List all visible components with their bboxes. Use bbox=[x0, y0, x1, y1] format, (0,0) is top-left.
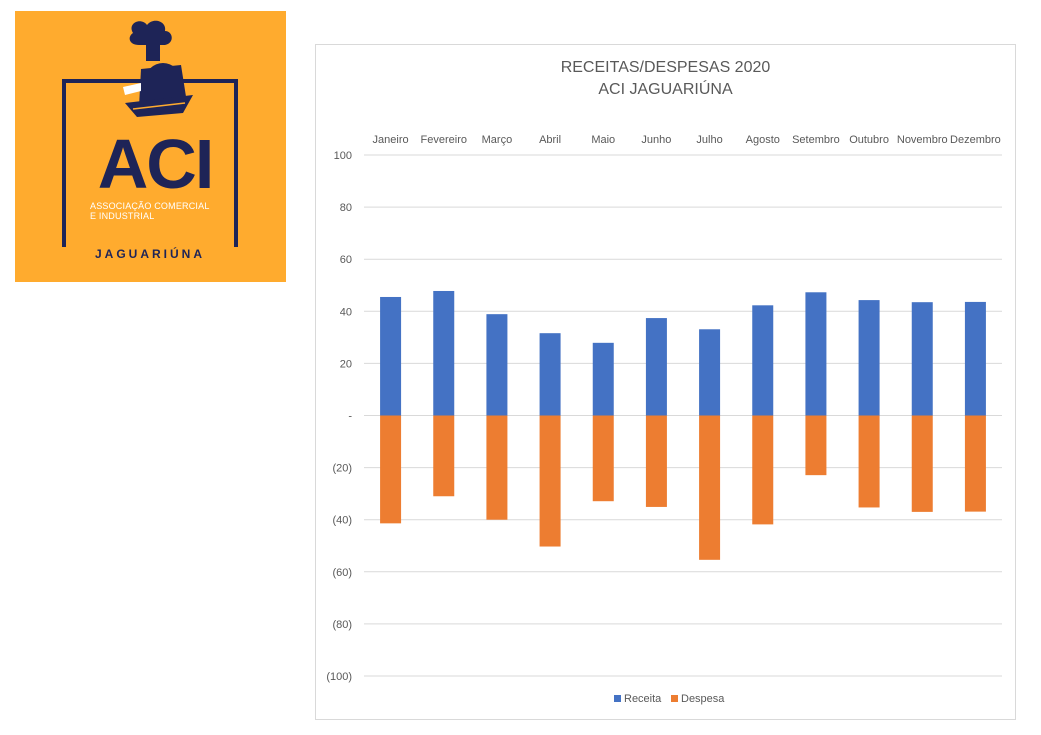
x-tick-label: Maio bbox=[591, 134, 615, 146]
x-tick-label: Janeiro bbox=[373, 134, 409, 146]
bar-receita bbox=[911, 302, 933, 416]
chart-title-line2: ACI JAGUARIÚNA bbox=[598, 81, 733, 98]
logo-subtitle-line2: E INDUSTRIAL bbox=[90, 211, 155, 221]
bar-receita bbox=[858, 300, 880, 416]
bar-receita bbox=[645, 318, 667, 416]
x-tick-label: Agosto bbox=[746, 134, 780, 146]
bar-despesa bbox=[752, 415, 774, 525]
logo-subtitle-line1: ASSOCIAÇÃO COMERCIAL bbox=[90, 201, 210, 211]
x-tick-label: Março bbox=[482, 134, 513, 146]
x-tick-label: Fevereiro bbox=[421, 134, 467, 146]
chart-title-line1: RECEITAS/DESPESAS 2020 bbox=[560, 59, 771, 76]
logo-acronym: ACI bbox=[97, 125, 215, 203]
y-tick-label: 40 bbox=[340, 306, 352, 318]
legend-label-despesa: Despesa bbox=[681, 693, 725, 705]
bar-despesa bbox=[805, 415, 827, 476]
aci-logo: ACI ASSOCIAÇÃO COMERCIAL E INDUSTRIAL JA… bbox=[15, 11, 286, 282]
y-tick-label: (100) bbox=[326, 671, 352, 683]
bar-receita bbox=[699, 329, 721, 416]
bar-receita bbox=[486, 314, 508, 416]
x-tick-label: Julho bbox=[696, 134, 722, 146]
bar-receita bbox=[380, 296, 402, 416]
x-tick-label: Novembro bbox=[897, 134, 948, 146]
x-tick-label: Setembro bbox=[792, 134, 840, 146]
bar-receita bbox=[752, 305, 774, 416]
y-tick-label: 60 bbox=[340, 254, 352, 266]
legend-label-receita: Receita bbox=[624, 693, 662, 705]
bar-receita bbox=[805, 292, 827, 416]
logo-city: JAGUARIÚNA bbox=[62, 247, 238, 261]
chart-container: RECEITAS/DESPESAS 2020 ACI JAGUARIÚNA 10… bbox=[315, 44, 1016, 720]
bar-despesa bbox=[964, 415, 986, 512]
logo-city-text: JAGUARIÚNA bbox=[88, 247, 211, 261]
bar-receita bbox=[964, 301, 986, 416]
bar-receita bbox=[433, 290, 455, 416]
bar-despesa bbox=[858, 415, 880, 508]
y-tick-label: (40) bbox=[332, 515, 352, 527]
y-tick-label: 20 bbox=[340, 358, 352, 370]
bar-despesa bbox=[380, 415, 402, 524]
y-tick-label: (60) bbox=[332, 567, 352, 579]
legend-swatch-despesa bbox=[671, 695, 678, 702]
bar-chart: 100 80 60 40 20 - (20) (40) (60) (80) (100) Janeiro… bbox=[326, 134, 1002, 705]
bar-despesa bbox=[486, 415, 508, 520]
bar-despesa bbox=[592, 415, 614, 502]
x-tick-label: Junho bbox=[641, 134, 671, 146]
y-tick-label: (80) bbox=[332, 619, 352, 631]
y-tick-label: 100 bbox=[334, 150, 352, 162]
x-tick-label: Abril bbox=[539, 134, 561, 146]
y-tick-label: (20) bbox=[332, 463, 352, 475]
y-tick-label: - bbox=[348, 411, 352, 423]
locomotive-icon bbox=[123, 20, 193, 117]
bar-despesa bbox=[699, 415, 721, 560]
bar-despesa bbox=[539, 415, 561, 547]
legend-swatch-receita bbox=[614, 695, 621, 702]
x-tick-label: Outubro bbox=[849, 134, 889, 146]
bar-receita bbox=[539, 333, 561, 416]
x-tick-label: Dezembro bbox=[950, 134, 1001, 146]
bar-receita bbox=[592, 342, 614, 416]
bar-despesa bbox=[645, 415, 667, 507]
bar-despesa bbox=[433, 415, 455, 497]
bar-despesa bbox=[911, 415, 933, 512]
y-tick-label: 80 bbox=[340, 202, 352, 214]
